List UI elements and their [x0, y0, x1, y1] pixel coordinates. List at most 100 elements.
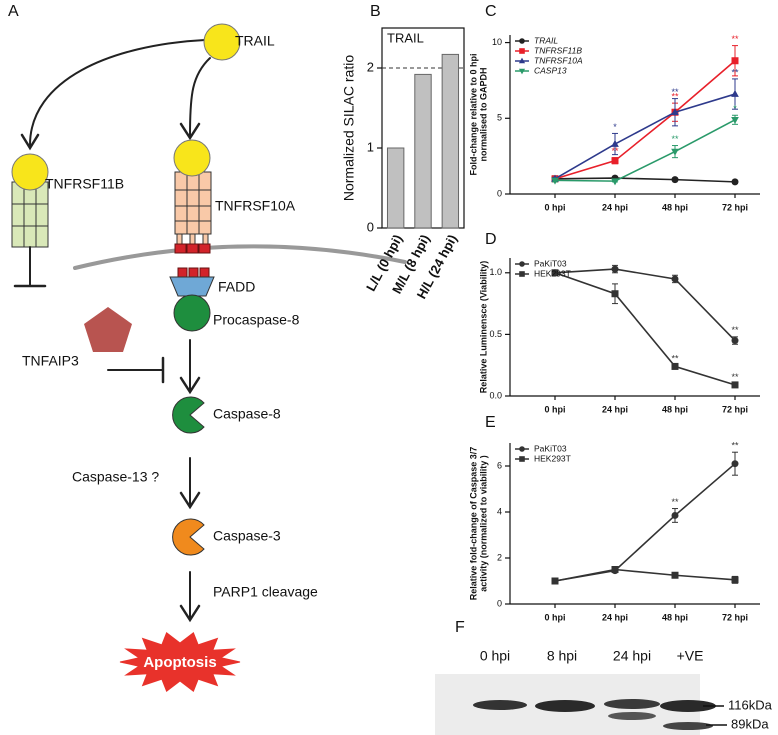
- x-tick-label: 24 hpi: [602, 612, 628, 622]
- label: PARP1 cleavage: [213, 584, 318, 600]
- significance-label: **: [671, 497, 679, 507]
- marker: [671, 571, 679, 579]
- significance-label: **: [671, 134, 679, 144]
- marker: [671, 148, 679, 156]
- marker: [731, 57, 739, 65]
- marker: [519, 38, 525, 44]
- series-line: [554, 272, 736, 386]
- panel-label: F: [455, 619, 465, 636]
- x-tick-label: 24 hpi: [602, 202, 628, 212]
- significance-label: **: [731, 441, 739, 451]
- marker: [611, 139, 619, 147]
- y-axis-label: activity (normalized to viability ): [478, 455, 488, 592]
- marker: [611, 566, 619, 573]
- marker: [551, 177, 559, 185]
- marker: [731, 381, 739, 389]
- panel-label: E: [485, 414, 496, 431]
- significance-label: **: [731, 372, 739, 382]
- label: TNFRSF10A: [215, 198, 296, 214]
- label: Procaspase-8: [213, 312, 300, 328]
- marker: [519, 271, 525, 277]
- western-blot: 0 hpi 8 hpi 24 hpi +VE 116kDa 89kDa: [435, 648, 773, 735]
- legend-label: TNFRSF11B: [534, 45, 582, 55]
- significance-label: **: [671, 354, 679, 364]
- lane-label: 24 hpi: [613, 648, 651, 664]
- y-tick-label: 0: [367, 219, 374, 234]
- label: Caspase-8: [213, 406, 281, 422]
- y-tick-label: 10: [492, 37, 502, 47]
- marker: [671, 176, 679, 184]
- lane-label: +VE: [677, 648, 704, 664]
- marker: [551, 269, 559, 277]
- significance-label: **: [671, 92, 679, 102]
- label: TNFRSF11B: [45, 176, 124, 192]
- y-tick-label: 2: [497, 552, 502, 562]
- bar: [441, 53, 460, 229]
- series-line: [554, 268, 736, 342]
- legend-label: TNFRSF10A: [534, 55, 583, 65]
- y-tick-label: 1: [367, 139, 374, 154]
- marker: [519, 261, 525, 267]
- x-tick-label: 0 hpi: [544, 202, 565, 212]
- legend-label: HEK293T: [534, 268, 571, 278]
- label: Caspase-13 ?: [72, 469, 159, 485]
- y-tick-label: 6: [497, 460, 502, 470]
- trail-ligand: [173, 139, 211, 177]
- death-receptor: [174, 171, 212, 247]
- chart-title: TRAIL: [387, 30, 424, 45]
- size-marker: 89kDa: [731, 716, 769, 731]
- legend-label: PaKiT03: [534, 443, 567, 453]
- marker: [671, 108, 679, 116]
- caspase-3: [172, 518, 205, 556]
- significance-label: **: [731, 34, 739, 44]
- x-tick-label: 72 hpi: [722, 612, 748, 622]
- trail-ligand: [203, 23, 241, 61]
- x-tick-label: 24 hpi: [602, 404, 628, 414]
- y-tick-label: 0.0: [489, 390, 502, 400]
- arrowhead: [179, 491, 201, 510]
- membrane: [73, 244, 407, 270]
- legend-label: HEK293T: [534, 453, 571, 463]
- panel-label: C: [485, 3, 497, 20]
- y-axis-label: Relative Luminensce (Viability): [478, 261, 488, 393]
- y-tick-label: 5: [497, 113, 502, 123]
- marker: [519, 446, 525, 452]
- procaspase: [173, 294, 211, 332]
- panel-label: B: [370, 3, 381, 20]
- legend-label: PaKiT03: [534, 258, 567, 268]
- panel-label: A: [8, 3, 19, 20]
- significance-label: *: [613, 122, 617, 132]
- decoy-receptor: [11, 181, 49, 248]
- marker: [671, 511, 679, 519]
- marker: [611, 157, 619, 165]
- x-tick-label: 0 hpi: [544, 612, 565, 622]
- lane-label: 0 hpi: [480, 648, 510, 664]
- label: Caspase-3: [213, 528, 281, 544]
- trail-ligand: [11, 153, 49, 191]
- label: TRAIL: [235, 33, 275, 49]
- marker: [518, 57, 526, 64]
- series-line: [554, 568, 736, 582]
- y-tick-label: 2: [367, 59, 374, 74]
- label: TNFAIP3: [22, 353, 79, 369]
- arrowhead: [179, 376, 201, 395]
- label: Apoptosis: [143, 654, 216, 671]
- y-tick-label: 0.5: [489, 329, 502, 339]
- legend-label: TRAIL: [534, 35, 558, 45]
- y-tick-label: 0: [497, 598, 502, 608]
- arrowhead: [20, 133, 40, 151]
- marker: [731, 117, 739, 124]
- marker: [519, 48, 525, 54]
- arrow: [29, 39, 206, 146]
- marker: [731, 576, 739, 584]
- x-tick-label: 0 hpi: [544, 404, 565, 414]
- marker: [611, 265, 619, 273]
- panel-label: D: [485, 231, 497, 248]
- apoptosis-star: [119, 632, 241, 692]
- significance-label: **: [671, 87, 679, 97]
- marker: [519, 456, 525, 462]
- significance-label: *: [733, 104, 737, 114]
- bar: [414, 73, 432, 229]
- marker: [731, 89, 739, 97]
- marker: [731, 178, 739, 186]
